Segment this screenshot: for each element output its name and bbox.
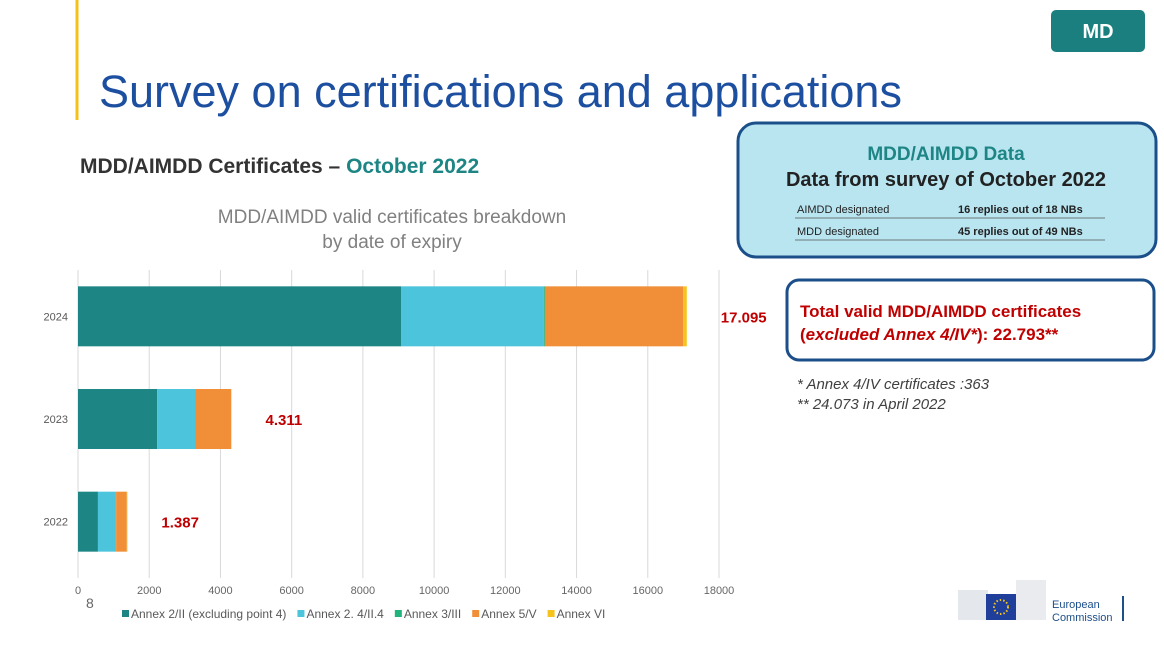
subtitle-date: October 2022: [346, 155, 479, 178]
legend-swatch: [394, 610, 402, 617]
info-subheading: Data from survey of October 2022: [786, 169, 1106, 191]
total-label: 1.387: [161, 515, 199, 532]
footnote: ** 24.073 in April 2022: [797, 396, 946, 413]
bar-segment: [97, 491, 116, 552]
y-tick-label: 2024: [44, 311, 68, 323]
total-part: excluded Annex 4/IV*: [806, 325, 979, 344]
x-tick-label: 2000: [137, 585, 161, 597]
info-cell: 45 replies out of 49 NBs: [958, 226, 1083, 238]
bar-segment: [126, 491, 128, 552]
x-tick-label: 4000: [208, 585, 232, 597]
bar-segment: [78, 389, 158, 449]
total-part: ): 22.793**: [977, 325, 1059, 344]
x-tick-label: 16000: [632, 585, 663, 597]
logo-flag: [986, 594, 1016, 620]
y-tick-label: 2023: [44, 414, 68, 426]
logo-building: [958, 590, 988, 620]
x-tick-label: 18000: [704, 585, 735, 597]
total-box: [785, 278, 1156, 362]
x-tick-label: 14000: [561, 585, 592, 597]
legend-label: Annex 3/III: [404, 607, 461, 621]
bar-segment: [78, 491, 98, 552]
footnote: * Annex 4/IV certificates :363: [797, 376, 990, 393]
logo-text: Commission: [1052, 612, 1113, 624]
bar-segment: [116, 491, 127, 552]
info-box: [736, 121, 1158, 259]
bar-segment: [157, 389, 196, 449]
legend-swatch: [297, 610, 305, 617]
logo-building: [1016, 580, 1046, 620]
x-tick-label: 12000: [490, 585, 521, 597]
total-label: 17.095: [721, 309, 767, 326]
legend-label: Annex 2/II (excluding point 4): [131, 607, 286, 621]
logo-stars: [993, 599, 1009, 615]
bar-segment: [400, 286, 544, 347]
x-tick-label: 0: [75, 585, 81, 597]
bar-segment: [543, 286, 545, 347]
badge-box: [1051, 10, 1145, 52]
info-cell: 16 replies out of 18 NBs: [958, 204, 1083, 216]
subtitle-text: MDD/AIMDD Certificates –: [80, 155, 346, 178]
legend-swatch: [472, 610, 480, 617]
badge: MD: [1082, 21, 1113, 43]
legend-label: Annex 5/V: [481, 607, 536, 621]
total-text: (excluded Annex 4/IV*): 22.793**: [800, 325, 1059, 344]
bar-segment: [78, 286, 401, 347]
x-tick-label: 8000: [351, 585, 375, 597]
chart-title: MDD/AIMDD valid certificates breakdown: [218, 207, 566, 228]
total-text: Total valid MDD/AIMDD certificates: [800, 302, 1081, 321]
chart-title: by date of expiry: [322, 232, 462, 253]
logo-text: European: [1052, 599, 1100, 611]
y-tick-label: 2022: [44, 517, 68, 529]
bar-segment: [683, 286, 687, 347]
info-cell: MDD designated: [797, 226, 879, 238]
legend-label: Annex VI: [557, 607, 606, 621]
info-cell: AIMDD designated: [797, 204, 889, 216]
page-number: 8: [86, 595, 94, 611]
total-label: 4.311: [266, 412, 303, 429]
total-part: (: [800, 325, 806, 344]
info-heading: MDD/AIMDD Data: [867, 144, 1025, 165]
bar-segment: [195, 389, 232, 449]
x-tick-label: 10000: [419, 585, 450, 597]
x-tick-label: 6000: [279, 585, 303, 597]
bar-segment: [544, 286, 684, 347]
legend-swatch: [122, 610, 129, 617]
slide-title: Survey on certifications and application…: [99, 66, 902, 117]
legend-swatch: [547, 610, 555, 617]
legend-label: Annex 2. 4/II.4: [306, 607, 384, 621]
subtitle: MDD/AIMDD Certificates – October 2022: [80, 155, 479, 178]
